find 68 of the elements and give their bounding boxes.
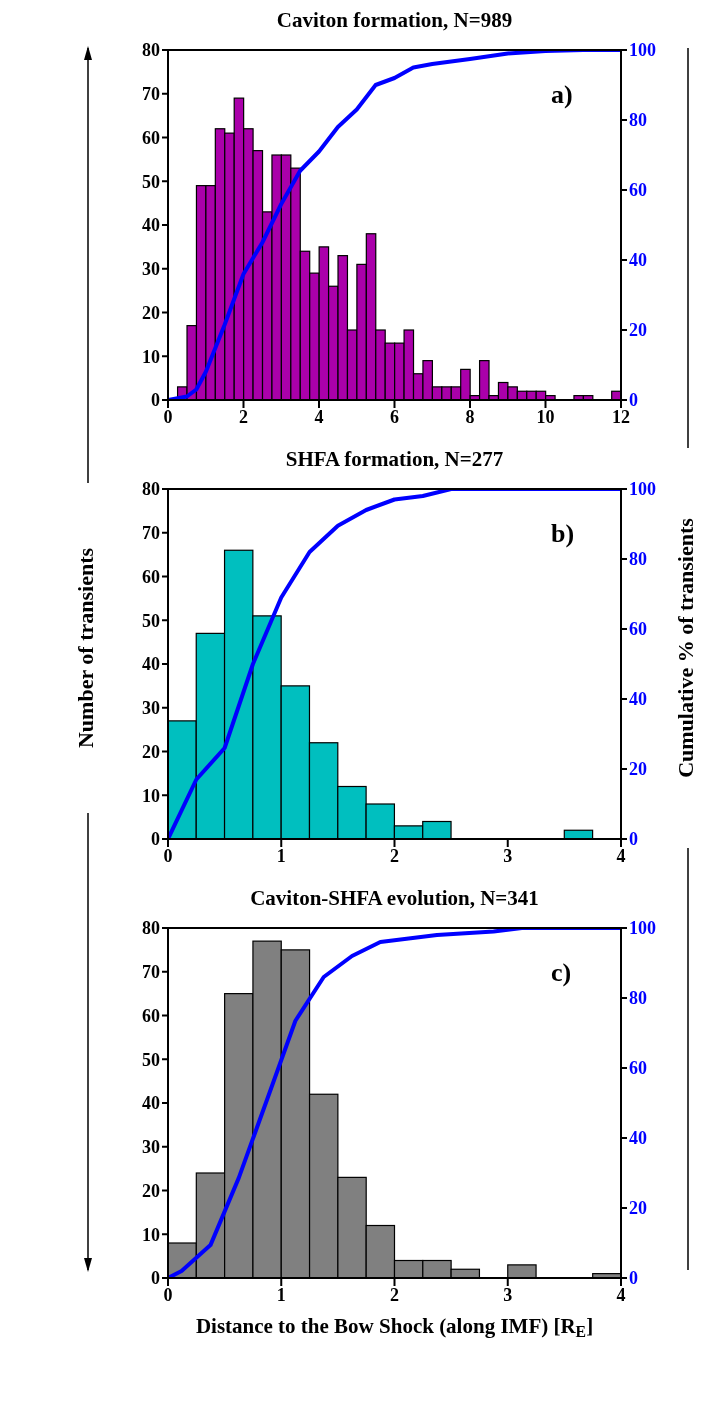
annotation: a) xyxy=(551,80,573,110)
y-tick-label: 30 xyxy=(142,698,160,719)
y-tick-label: 20 xyxy=(142,302,160,323)
y-tick-label: 30 xyxy=(142,259,160,280)
y2-tick-label: 0 xyxy=(629,829,638,850)
y2-tick-label: 100 xyxy=(629,479,656,500)
y-tick-label: 0 xyxy=(151,829,160,850)
y-tick-label: 60 xyxy=(142,1005,160,1026)
y-tick-label: 10 xyxy=(142,785,160,806)
y2-tick-label: 60 xyxy=(629,619,647,640)
x-tick-label: 4 xyxy=(314,406,324,427)
y-tick-label: 10 xyxy=(142,1224,160,1245)
y-tick-label: 20 xyxy=(142,741,160,762)
y-tick-label: 50 xyxy=(142,1049,160,1070)
x-axis-title: Distance to the Bow Shock (along IMF) [R$_{E}$] xyxy=(195,1314,594,1340)
annotation: c) xyxy=(551,958,572,988)
chart-title: SHFA formation, N=277 xyxy=(284,447,505,472)
y2-axis-title: Cumulative % of transients xyxy=(673,517,699,778)
chart-title: Caviton formation, N=989 xyxy=(275,8,514,33)
y2-tick-label: 40 xyxy=(629,250,647,271)
y2-tick-label: 80 xyxy=(629,988,647,1009)
y-tick-label: 50 xyxy=(142,610,160,631)
y-tick-label: 50 xyxy=(142,171,160,192)
x-tick-label: 4 xyxy=(616,1284,626,1305)
y2-tick-label: 40 xyxy=(629,689,647,710)
y2-tick-label: 40 xyxy=(629,1128,647,1149)
y2-tick-label: 100 xyxy=(629,918,656,939)
y-tick-label: 60 xyxy=(142,566,160,587)
y-tick-label: 40 xyxy=(142,215,160,236)
y-tick-label: 10 xyxy=(142,346,160,367)
y-tick-label: 80 xyxy=(142,918,160,939)
y2-tick-label: 20 xyxy=(629,320,647,341)
y-tick-label: 20 xyxy=(142,1180,160,1201)
y-tick-label: 70 xyxy=(142,84,160,105)
x-tick-label: 3 xyxy=(503,845,513,866)
y-tick-label: 40 xyxy=(142,1093,160,1114)
y2-tick-label: 20 xyxy=(629,759,647,780)
y2-tick-label: 60 xyxy=(629,1058,647,1079)
x-tick-label: 2 xyxy=(390,845,399,866)
y-tick-label: 80 xyxy=(142,40,160,61)
y-tick-label: 0 xyxy=(151,390,160,411)
y2-tick-label: 100 xyxy=(629,40,656,61)
x-tick-label: 3 xyxy=(503,1284,513,1305)
y2-tick-label: 20 xyxy=(629,1198,647,1219)
x-tick-label: 4 xyxy=(616,845,626,866)
y2-tick-label: 0 xyxy=(629,390,638,411)
x-tick-label: 12 xyxy=(612,406,630,427)
x-tick-label: 8 xyxy=(465,406,475,427)
y2-tick-label: 80 xyxy=(629,549,647,570)
y2-tick-label: 0 xyxy=(629,1268,638,1289)
y-tick-label: 70 xyxy=(142,523,160,544)
y-tick-label: 0 xyxy=(151,1268,160,1289)
y-tick-label: 80 xyxy=(142,479,160,500)
x-tick-label: 1 xyxy=(276,845,286,866)
annotation: b) xyxy=(551,519,575,549)
y-tick-label: 60 xyxy=(142,127,160,148)
y2-tick-label: 60 xyxy=(629,180,647,201)
y-tick-label: 40 xyxy=(142,654,160,675)
chart-title: Caviton-SHFA evolution, N=341 xyxy=(249,886,540,911)
x-tick-label: 10 xyxy=(536,406,555,427)
x-tick-label: 2 xyxy=(239,406,248,427)
x-tick-label: 2 xyxy=(390,1284,399,1305)
x-tick-label: 6 xyxy=(390,406,399,427)
y-tick-label: 30 xyxy=(142,1137,160,1158)
y-axis-title: Number of transients xyxy=(73,547,99,749)
y2-tick-label: 80 xyxy=(629,110,647,131)
x-tick-label: 1 xyxy=(276,1284,286,1305)
y-tick-label: 70 xyxy=(142,962,160,983)
